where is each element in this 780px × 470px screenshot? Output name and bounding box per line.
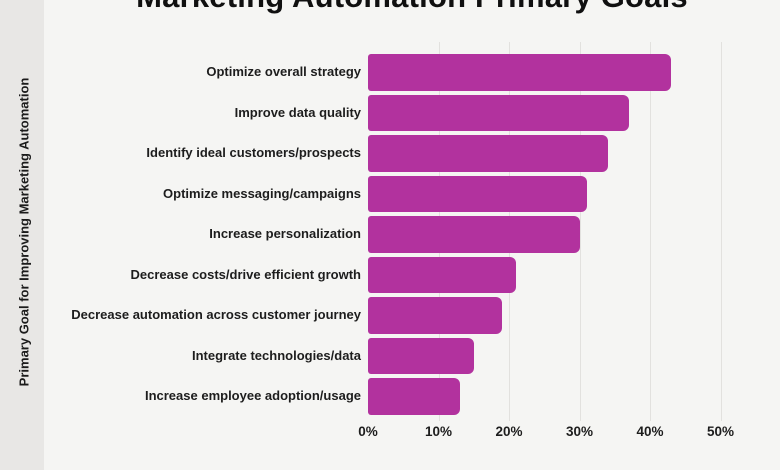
bar-row: Improve data quality xyxy=(44,94,780,136)
category-label: Decrease automation across customer jour… xyxy=(71,307,361,322)
bar-row: Increase employee adoption/usage xyxy=(44,378,780,419)
x-tick-label: 10% xyxy=(424,424,453,439)
category-label: Identify ideal customers/prospects xyxy=(146,145,361,160)
bar xyxy=(368,216,580,253)
x-tick-label: 20% xyxy=(495,424,523,439)
bar-row: Increase personalization xyxy=(44,216,780,257)
bar xyxy=(368,54,672,91)
x-tick-label: 0% xyxy=(358,424,378,439)
bar-row: Integrate technologies/data xyxy=(44,337,780,379)
bar-row: Decrease automation across customer jour… xyxy=(44,297,780,338)
bar-row: Optimize overall strategy xyxy=(44,54,780,95)
bar-row: Decrease costs/drive efficient growth xyxy=(44,256,780,298)
bar xyxy=(368,337,474,374)
gridline xyxy=(720,42,722,421)
y-axis-label: Primary Goal for Improving Marketing Aut… xyxy=(16,77,32,387)
x-tick-label: 40% xyxy=(636,424,664,439)
bar-row: Optimize messaging/campaigns xyxy=(44,175,780,217)
bar xyxy=(368,94,629,131)
x-tick-label: 30% xyxy=(565,424,594,439)
bar xyxy=(368,297,502,334)
bar xyxy=(368,378,460,415)
chart-title: Marketing Automation Primary Goals xyxy=(44,0,780,12)
category-label: Decrease costs/drive efficient growth xyxy=(130,266,361,282)
category-label: Improve data quality xyxy=(234,104,361,120)
category-label: Increase employee adoption/usage xyxy=(144,388,361,403)
bar xyxy=(368,175,587,212)
gridline xyxy=(579,42,581,421)
bar xyxy=(368,256,517,293)
bar xyxy=(368,135,608,172)
category-label: Optimize messaging/campaigns xyxy=(163,185,361,201)
bar-row: Identify ideal customers/prospects xyxy=(44,135,780,176)
category-label: Integrate technologies/data xyxy=(191,347,361,363)
bar-chart-rows: Optimize overall strategy Improve data qu… xyxy=(44,54,780,419)
category-label: Optimize overall strategy xyxy=(206,64,361,79)
gridline xyxy=(650,42,651,421)
y-axis-strip xyxy=(0,0,44,470)
category-label: Increase personalization xyxy=(209,226,361,241)
x-tick-label: 50% xyxy=(706,424,735,439)
